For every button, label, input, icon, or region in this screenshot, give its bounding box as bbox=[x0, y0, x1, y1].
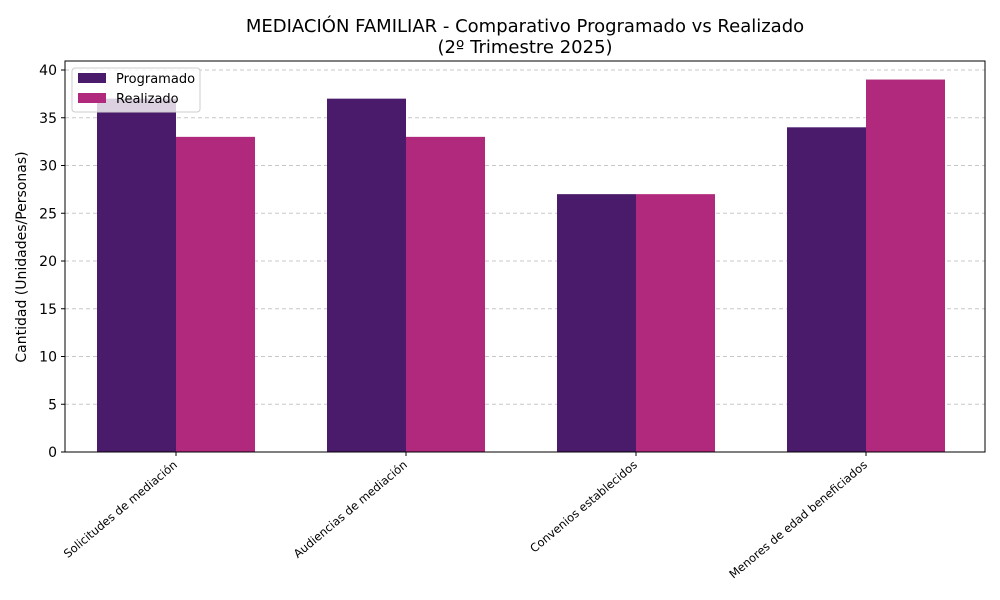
bar-programado-3 bbox=[787, 127, 866, 453]
x-tick-label: Convenios establecidos bbox=[527, 458, 640, 556]
chart-subtitle: (2º Trimestre 2025) bbox=[437, 37, 612, 58]
y-tick-label: 10 bbox=[39, 350, 57, 366]
y-axis-label: Cantidad (Unidades/Personas) bbox=[14, 151, 30, 362]
y-tick-label: 35 bbox=[39, 111, 57, 127]
x-tick-label: Audiencias de mediación bbox=[291, 458, 410, 561]
bar-programado-2 bbox=[557, 194, 636, 452]
legend-swatch-programado bbox=[78, 73, 106, 83]
y-tick-label: 40 bbox=[39, 63, 57, 79]
y-tick-label: 15 bbox=[39, 302, 57, 318]
bar-programado-1 bbox=[327, 98, 406, 453]
bar-realizado-0 bbox=[176, 136, 255, 452]
chart-title: MEDIACIÓN FAMILIAR - Comparativo Program… bbox=[246, 15, 804, 37]
y-tick-label: 25 bbox=[39, 206, 57, 222]
plot-frame bbox=[64, 60, 986, 453]
bar-programado-0 bbox=[97, 98, 176, 453]
bar-realizado-3 bbox=[866, 79, 945, 453]
bar-realizado-2 bbox=[636, 194, 715, 452]
bar-realizado-1 bbox=[406, 136, 485, 452]
legend-label-programado: Programado bbox=[116, 72, 195, 87]
y-tick-label: 5 bbox=[48, 397, 57, 413]
x-tick-label: Menores de edad beneficiados bbox=[726, 458, 870, 582]
y-tick-label: 0 bbox=[48, 445, 57, 461]
y-tick-label: 30 bbox=[39, 159, 57, 175]
legend-label-realizado: Realizado bbox=[116, 92, 179, 107]
legend-swatch-realizado bbox=[78, 93, 106, 103]
legend: Programado Realizado bbox=[71, 67, 201, 113]
y-tick-label: 20 bbox=[39, 254, 57, 270]
x-tick-label: Solicitudes de mediación bbox=[61, 458, 180, 561]
